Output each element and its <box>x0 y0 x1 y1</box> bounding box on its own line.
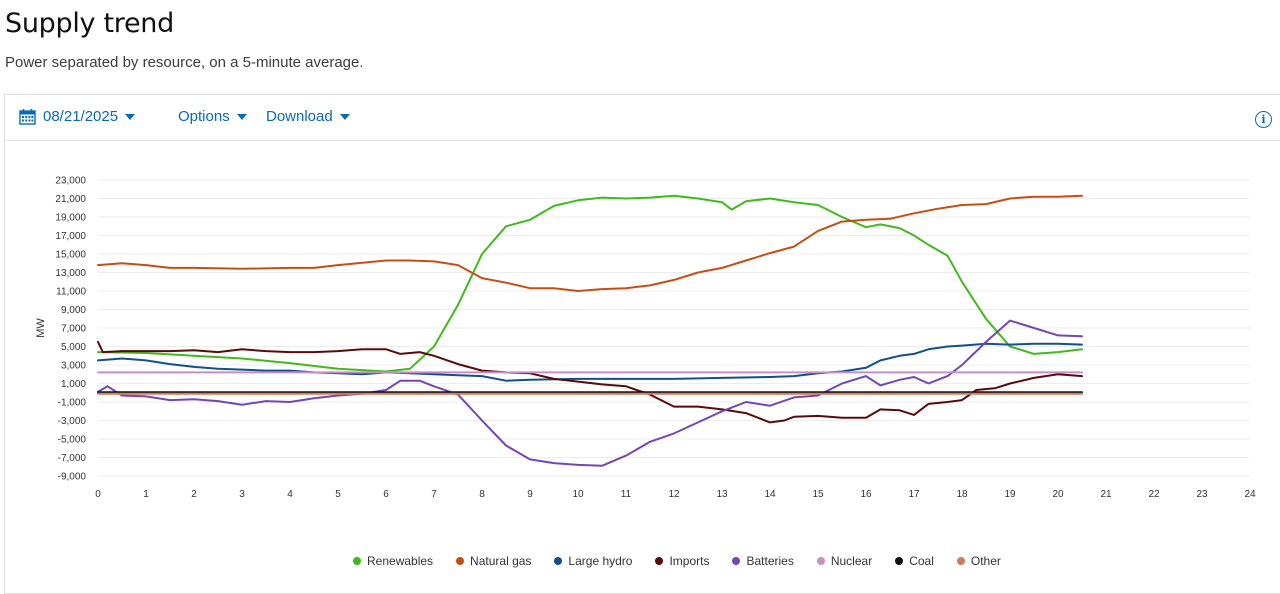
y-tick-label: 7,000 <box>61 324 86 335</box>
x-tick-label: 13 <box>716 489 728 500</box>
y-tick-label: 13,000 <box>55 268 86 279</box>
grid-lines <box>98 179 1250 477</box>
axes: -9,000 -7,000 -5,000 -3,000 -1,000 1,000 3,000… <box>35 176 1256 501</box>
y-tick-label: -7,000 <box>58 453 87 464</box>
options-label: Options <box>178 108 230 125</box>
x-tick-label: 19 <box>1004 489 1016 500</box>
legend-dot-icon <box>816 557 825 565</box>
series-line-imports <box>97 340 1083 424</box>
x-tick-label: 20 <box>1052 489 1064 500</box>
legend-label: Coal <box>909 554 934 568</box>
date-value: 08/21/2025 <box>43 108 119 125</box>
x-tick-label: 1 <box>143 489 149 500</box>
x-tick-label: 21 <box>1100 489 1112 500</box>
x-tick-label: 11 <box>621 489 632 500</box>
options-dropdown[interactable]: Options <box>178 108 247 125</box>
y-tick-label: -9,000 <box>58 472 87 483</box>
x-tick-label: 6 <box>383 489 389 500</box>
legend-label: Other <box>970 554 1001 568</box>
legend-item-renewables[interactable]: Renewables <box>353 554 433 568</box>
legend-dot-icon <box>956 557 965 565</box>
x-tick-label: 4 <box>287 489 293 500</box>
legend-label: Nuclear <box>830 554 873 568</box>
x-tick-label: 24 <box>1244 489 1256 500</box>
legend-item-coal[interactable]: Coal <box>895 554 934 568</box>
x-tick-label: 22 <box>1148 489 1160 500</box>
x-tick-label: 15 <box>812 489 824 500</box>
legend-item-other[interactable]: Other <box>956 554 1001 568</box>
legend-item-nuclear[interactable]: Nuclear <box>816 554 873 568</box>
x-tick-label: 5 <box>335 489 341 500</box>
legend-dot-icon <box>655 557 664 565</box>
legend-dot-icon <box>353 557 361 565</box>
series-line-natural-gas <box>97 194 1083 292</box>
y-tick-label: 21,000 <box>55 194 86 205</box>
chart-toolbar: 08/21/2025 Options Download i <box>5 95 1280 141</box>
y-tick-label: -5,000 <box>58 435 87 446</box>
x-tick-label: 12 <box>668 489 680 500</box>
info-icon[interactable]: i <box>1255 111 1272 128</box>
x-tick-label: 0 <box>95 489 101 500</box>
x-tick-label: 18 <box>956 489 968 500</box>
y-axis-label: MW <box>35 318 47 338</box>
x-tick-label: 16 <box>860 489 872 500</box>
x-tick-label: 10 <box>572 489 584 500</box>
legend-label: Large hydro <box>568 554 633 568</box>
chevron-down-icon <box>236 113 247 120</box>
calendar-icon <box>19 109 36 125</box>
y-tick-label: 9,000 <box>61 305 86 316</box>
legend-label: Batteries <box>746 554 794 568</box>
x-tick-label: 8 <box>479 489 485 500</box>
series-line-renewables <box>97 194 1083 373</box>
y-tick-label: 19,000 <box>55 213 86 224</box>
y-tick-label: -3,000 <box>58 416 87 427</box>
legend-dot-icon <box>732 557 741 565</box>
y-tick-label: 5,000 <box>61 342 86 353</box>
series-line-large-hydro <box>97 342 1083 382</box>
chart-legend: Renewables Natural gas Large hydro Imports B… <box>353 554 1001 568</box>
y-tick-label: -1,000 <box>58 398 87 409</box>
chevron-down-icon <box>339 113 350 120</box>
download-label: Download <box>266 108 333 125</box>
page-subtitle: Power separated by resource, on a 5-minu… <box>5 54 364 71</box>
y-tick-label: 11,000 <box>56 287 86 298</box>
legend-label: Renewables <box>367 554 434 568</box>
legend-label: Imports <box>669 554 710 568</box>
page-title: Supply trend <box>5 8 174 39</box>
x-tick-label: 2 <box>191 489 197 500</box>
legend-dot-icon <box>554 557 563 565</box>
download-dropdown[interactable]: Download <box>266 108 350 125</box>
legend-item-natural-gas[interactable]: Natural gas <box>456 554 531 568</box>
legend-label: Natural gas <box>470 554 532 568</box>
y-tick-label: 23,000 <box>55 176 86 187</box>
legend-dot-icon <box>456 557 465 565</box>
x-tick-label: 3 <box>239 489 245 500</box>
legend-dot-icon <box>895 557 904 565</box>
y-tick-label: 1,000 <box>61 379 86 390</box>
x-tick-label: 7 <box>431 489 437 500</box>
series-line-batteries <box>97 319 1083 467</box>
chevron-down-icon <box>125 113 136 120</box>
x-tick-label: 9 <box>527 489 533 500</box>
x-tick-label: 23 <box>1196 489 1208 500</box>
date-picker[interactable]: 08/21/2025 <box>19 108 136 125</box>
y-tick-label: 3,000 <box>61 361 86 372</box>
y-tick-label: 15,000 <box>55 250 86 261</box>
x-tick-label: 14 <box>764 489 776 500</box>
legend-item-imports[interactable]: Imports <box>655 554 709 568</box>
x-tick-label: 17 <box>908 489 920 500</box>
y-tick-label: 17,000 <box>55 231 86 242</box>
legend-item-batteries[interactable]: Batteries <box>732 554 794 568</box>
series-lines <box>97 194 1083 467</box>
legend-item-large-hydro[interactable]: Large hydro <box>554 554 632 568</box>
